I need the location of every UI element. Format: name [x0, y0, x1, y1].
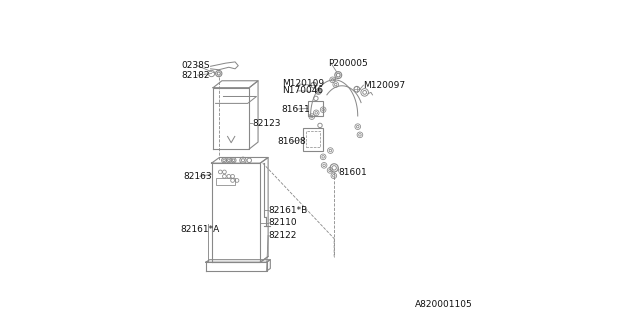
Text: 82122: 82122 [268, 231, 296, 240]
Text: N170046: N170046 [282, 86, 323, 95]
Text: M120109: M120109 [282, 79, 324, 88]
Text: 81608: 81608 [278, 137, 307, 146]
Text: 0238S: 0238S [182, 61, 211, 70]
Text: 82110: 82110 [268, 218, 297, 228]
Text: 82161*B: 82161*B [268, 206, 307, 215]
Text: 82161*A: 82161*A [180, 225, 220, 234]
Text: 82123: 82123 [252, 119, 281, 128]
Text: 82182: 82182 [182, 71, 210, 80]
Text: M120097: M120097 [364, 81, 406, 90]
Bar [308, 101, 323, 116]
Text: 81611: 81611 [282, 105, 310, 114]
Text: 81601: 81601 [339, 168, 367, 177]
Bar [216, 178, 235, 185]
Text: A820001105: A820001105 [415, 300, 472, 309]
Text: P200005: P200005 [328, 59, 368, 68]
Bar [303, 128, 323, 151]
Text: 82163: 82163 [183, 172, 212, 181]
